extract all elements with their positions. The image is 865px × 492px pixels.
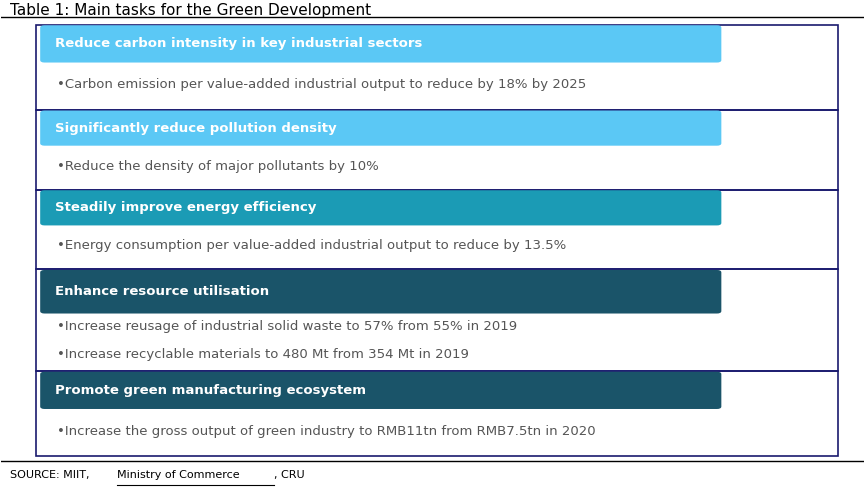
Text: Reduce carbon intensity in key industrial sectors: Reduce carbon intensity in key industria…: [54, 37, 422, 50]
Text: •Reduce the density of major pollutants by 10%: •Reduce the density of major pollutants …: [57, 159, 379, 173]
FancyBboxPatch shape: [40, 372, 721, 409]
Text: Table 1: Main tasks for the Green Development: Table 1: Main tasks for the Green Develo…: [10, 3, 371, 18]
Text: •Increase reusage of industrial solid waste to 57% from 55% in 2019: •Increase reusage of industrial solid wa…: [57, 320, 517, 334]
FancyBboxPatch shape: [40, 25, 721, 62]
Text: SOURCE: MIIT,: SOURCE: MIIT,: [10, 469, 93, 480]
Text: , CRU: , CRU: [274, 469, 305, 480]
Text: •Energy consumption per value-added industrial output to reduce by 13.5%: •Energy consumption per value-added indu…: [57, 239, 567, 252]
Text: Promote green manufacturing ecosystem: Promote green manufacturing ecosystem: [54, 384, 366, 397]
Text: •Increase the gross output of green industry to RMB11tn from RMB7.5tn in 2020: •Increase the gross output of green indu…: [57, 425, 596, 437]
Text: Steadily improve energy efficiency: Steadily improve energy efficiency: [54, 201, 317, 215]
Text: •Carbon emission per value-added industrial output to reduce by 18% by 2025: •Carbon emission per value-added industr…: [57, 78, 586, 91]
Text: •Increase recyclable materials to 480 Mt from 354 Mt in 2019: •Increase recyclable materials to 480 Mt…: [57, 348, 470, 361]
Text: Enhance resource utilisation: Enhance resource utilisation: [54, 285, 269, 298]
Text: Ministry of Commerce: Ministry of Commerce: [117, 469, 240, 480]
FancyBboxPatch shape: [40, 270, 721, 313]
Text: Significantly reduce pollution density: Significantly reduce pollution density: [54, 122, 336, 135]
FancyBboxPatch shape: [40, 111, 721, 146]
FancyBboxPatch shape: [40, 190, 721, 225]
